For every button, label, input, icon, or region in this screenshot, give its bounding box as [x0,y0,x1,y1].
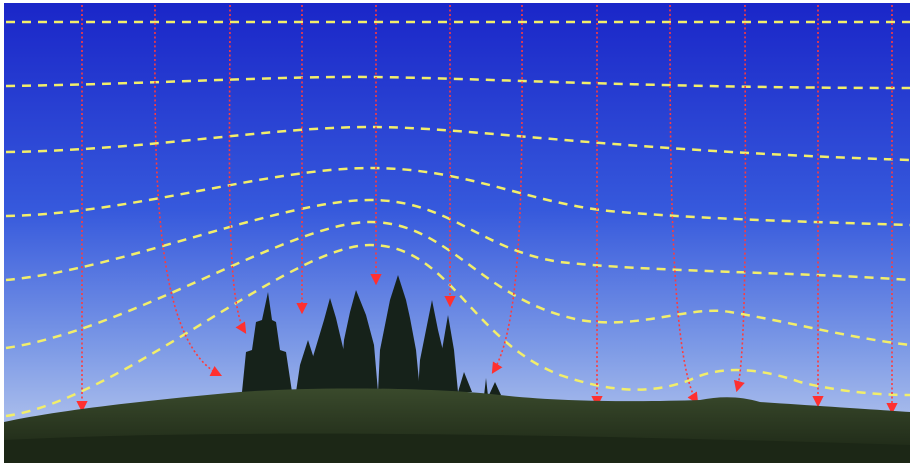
trees [242,275,501,396]
force-arrows [76,4,898,415]
foreground [4,433,910,463]
field-lines [5,20,911,418]
